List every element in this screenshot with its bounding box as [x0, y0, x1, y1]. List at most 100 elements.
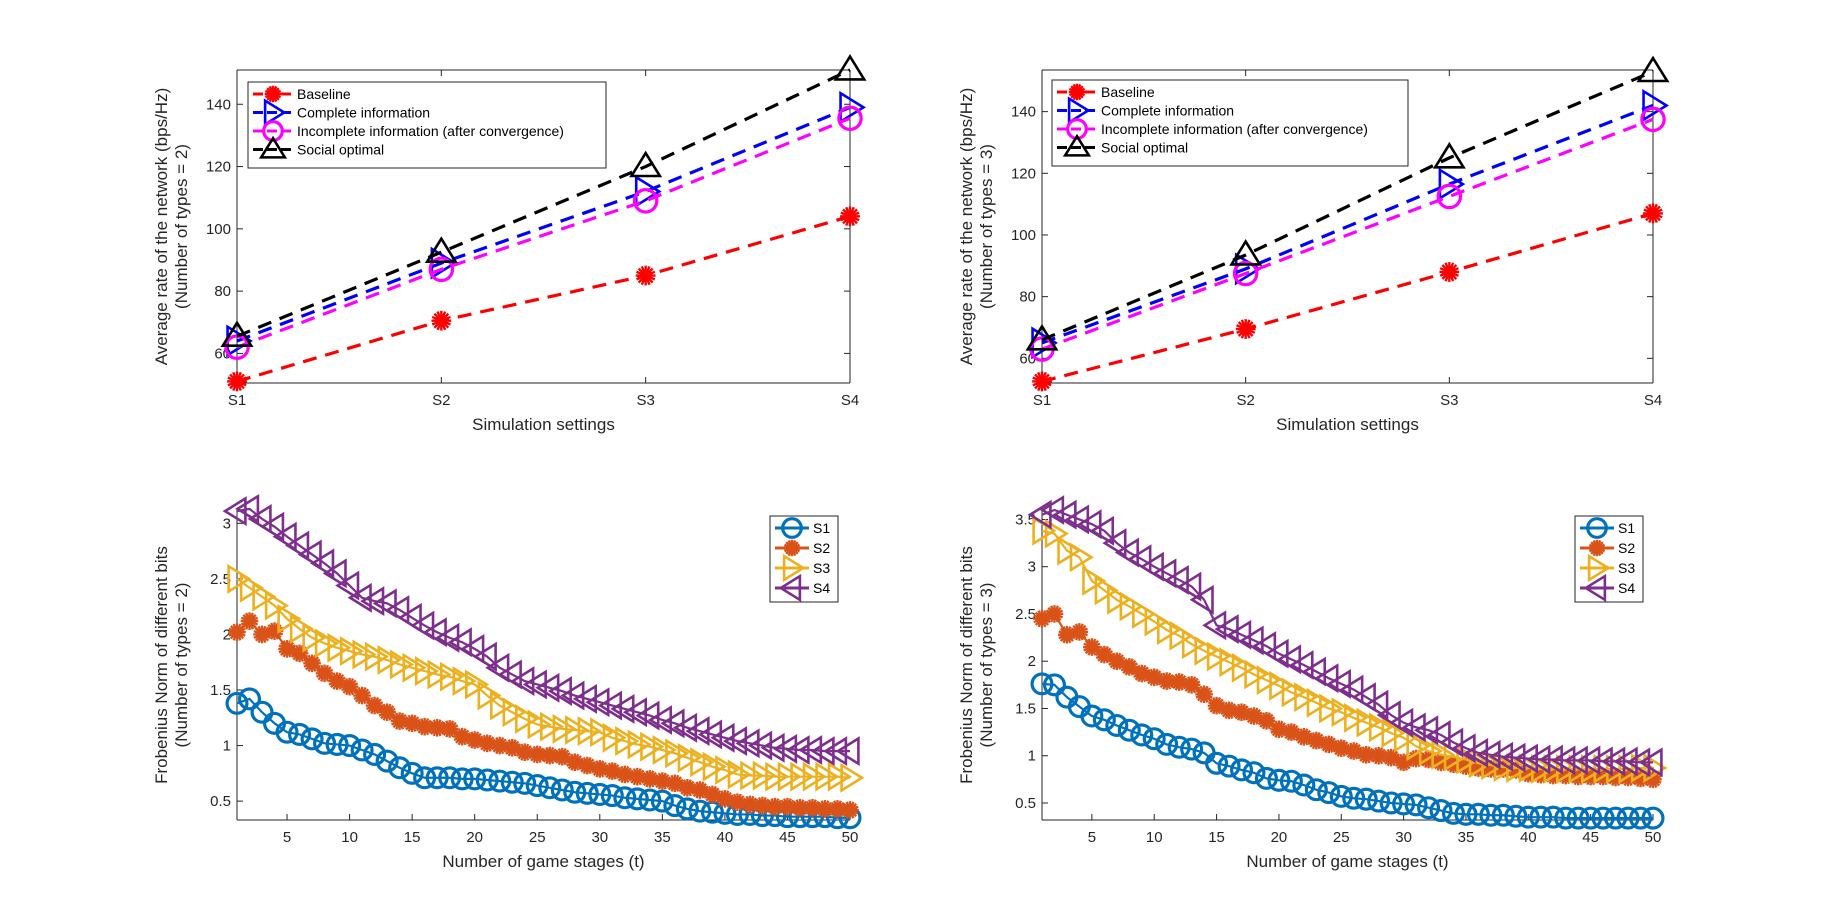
axes: 5 10 15 20 25 30 35 40 45 50 0.5 1 1.5 2 2.5 3: [210, 510, 858, 846]
legend-item: S2: [1580, 539, 1635, 557]
legend-label: Incomplete information (after convergenc…: [297, 123, 564, 139]
legend-label: Baseline: [297, 86, 351, 102]
data-point: [1181, 629, 1207, 660]
data-point: [1229, 758, 1254, 782]
legend-label: Social optimal: [297, 142, 384, 158]
y-axis-label: Average rate of the network (bps/Hz): [152, 88, 171, 366]
y-axis-sublabel: (Number of types = 2): [172, 144, 191, 309]
y-tick-label: 3: [1028, 559, 1036, 576]
data-point: [1479, 803, 1503, 827]
data-point: [1089, 515, 1115, 546]
x-tick-label: 5: [1088, 829, 1096, 846]
data-point: [1636, 55, 1670, 83]
asterisk-stroke: [366, 701, 384, 711]
x-axis-label: Simulation settings: [472, 415, 615, 434]
y-tick-label: 120: [206, 159, 231, 176]
asterisk-stroke: [466, 735, 484, 745]
asterisk-stroke: [453, 732, 471, 742]
data-point: [728, 793, 747, 812]
data-point: [472, 641, 497, 672]
x-tick-label: S1: [228, 392, 246, 409]
data-point: [1641, 806, 1665, 830]
data-point: [377, 645, 402, 675]
x-tick-label: 20: [466, 829, 483, 846]
asterisk-stroke: [841, 805, 859, 815]
legend-item: Incomplete information (after convergenc…: [1057, 118, 1368, 140]
data-point: [265, 622, 284, 640]
data-point: [1379, 791, 1403, 815]
y-tick-label: 0.5: [1015, 795, 1036, 812]
asterisk-stroke: [1083, 642, 1101, 652]
asterisk-stroke: [1095, 650, 1113, 660]
legend: Baseline Complete information Incomplete i…: [1051, 79, 1409, 167]
data-point: [1576, 745, 1601, 776]
data-point: [590, 717, 615, 748]
asterisk-stroke: [1588, 543, 1606, 553]
legend-item: Incomplete information (after convergenc…: [253, 120, 564, 142]
data-point: [227, 371, 247, 392]
asterisk-stroke: [1207, 701, 1226, 711]
data-point: [220, 320, 254, 348]
data-point: [1554, 806, 1578, 830]
plot-area: [1025, 55, 1670, 392]
y-axis-label: Frobenius Norm of different bits: [152, 546, 171, 784]
legend-item: Baseline: [1057, 83, 1155, 101]
y-tick-label: 80: [214, 283, 231, 300]
data-point: [347, 582, 372, 613]
data-point: [702, 751, 727, 782]
legend-marker-icon: [778, 573, 802, 603]
asterisk-stroke: [591, 764, 609, 774]
y-tick-label: 0.5: [210, 793, 231, 810]
data-point: [240, 612, 259, 630]
series-line: [1041, 117, 1654, 351]
series-line: [1041, 70, 1654, 342]
data-point: [1429, 799, 1453, 823]
data-point: [397, 602, 422, 633]
data-point: [335, 570, 360, 601]
x-tick-label: 25: [529, 829, 546, 846]
data-point: [760, 732, 785, 763]
asterisk-stroke: [1332, 743, 1350, 753]
data-point: [540, 711, 565, 742]
data-point: [460, 633, 485, 664]
data-point: [1032, 371, 1052, 392]
data-point: [1501, 742, 1526, 773]
data-point: [1367, 789, 1391, 813]
data-point: [225, 691, 249, 715]
legend-item: S4: [1580, 573, 1635, 603]
y-tick-label: 1.5: [210, 682, 231, 699]
x-tick-label: 15: [1208, 829, 1225, 846]
data-point: [289, 613, 315, 644]
asterisk-stroke: [441, 724, 459, 734]
asterisk-stroke: [240, 616, 259, 626]
asterisk-stroke: [303, 658, 321, 668]
asterisk-stroke: [1270, 724, 1288, 734]
y-tick-label: 2.5: [210, 571, 231, 588]
data-point: [1638, 747, 1663, 778]
data-point: [237, 687, 262, 711]
asterisk-stroke: [1145, 672, 1163, 682]
x-tick-label: 45: [779, 829, 796, 846]
data-point: [353, 686, 371, 705]
y-tick-label: 120: [1011, 165, 1036, 182]
series-social-optimal: [1025, 55, 1670, 351]
data-point: [1613, 746, 1638, 777]
data-point: [715, 755, 740, 785]
data-point: [1182, 676, 1201, 694]
y-axis-label: Frobenius Norm of different bits: [957, 546, 976, 784]
asterisk-stroke: [1236, 324, 1256, 334]
data-point: [1244, 659, 1269, 690]
asterisk-stroke: [315, 668, 334, 678]
data-point: [513, 771, 537, 795]
data-point: [1142, 727, 1166, 751]
series-s4: [222, 493, 860, 767]
asterisk-stroke: [503, 743, 521, 753]
data-point: [427, 659, 452, 690]
data-point: [697, 719, 723, 750]
asterisk-stroke: [1232, 707, 1251, 717]
data-point: [610, 693, 635, 724]
data-point: [310, 548, 335, 579]
asterisk-stroke: [516, 747, 534, 757]
chart-frobenius-types-3: 5 10 15 20 25 30 35 40 45 500.511.522.533.5Number…: [957, 495, 1668, 871]
